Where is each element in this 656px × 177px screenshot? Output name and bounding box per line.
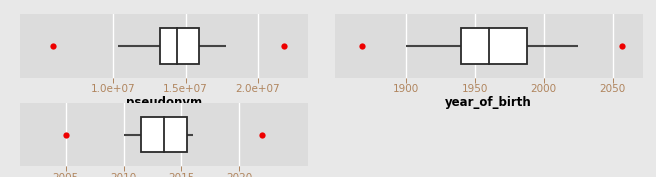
- X-axis label: year_of_birth: year_of_birth: [445, 96, 532, 109]
- Bar: [141, 117, 187, 152]
- Bar: [159, 28, 199, 64]
- Bar: [461, 28, 527, 64]
- X-axis label: pseudonym: pseudonym: [126, 96, 202, 109]
